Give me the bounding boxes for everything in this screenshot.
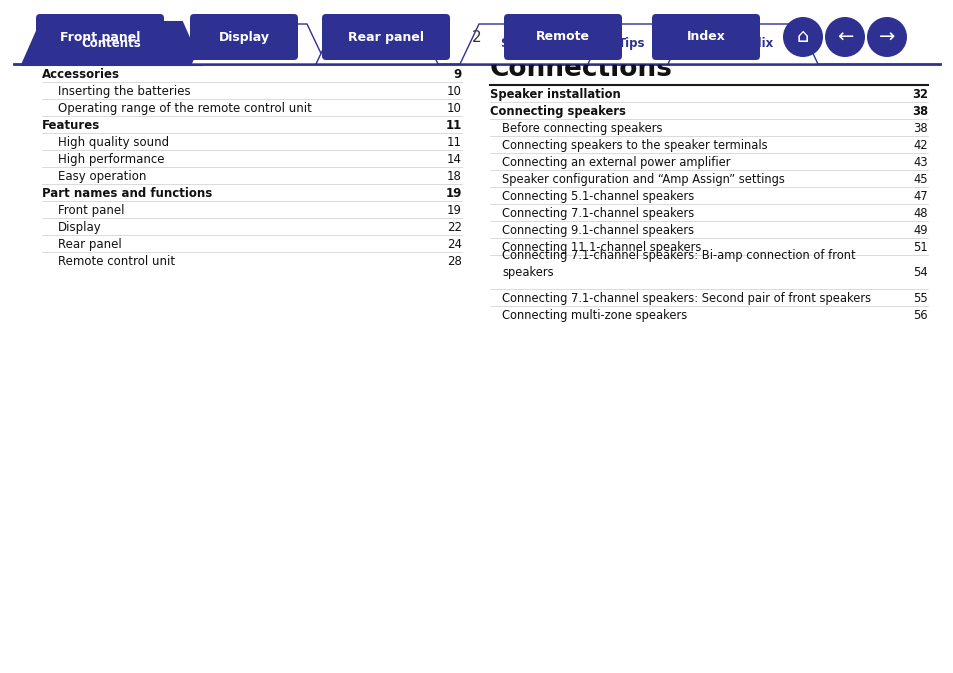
Text: 11: 11 <box>445 119 461 132</box>
Text: Speaker installation: Speaker installation <box>490 88 620 101</box>
Text: 14: 14 <box>447 153 461 166</box>
Text: Accessories: Accessories <box>42 68 120 81</box>
Text: Tips: Tips <box>618 38 644 50</box>
Text: Speaker configuration and “Amp Assign” settings: Speaker configuration and “Amp Assign” s… <box>501 173 784 186</box>
FancyBboxPatch shape <box>503 14 621 60</box>
Text: 19: 19 <box>447 204 461 217</box>
Circle shape <box>866 17 906 57</box>
Text: 22: 22 <box>447 221 461 234</box>
Text: 32: 32 <box>911 88 927 101</box>
Text: 42: 42 <box>912 139 927 152</box>
Text: Connecting 5.1-channel speakers: Connecting 5.1-channel speakers <box>501 190 694 203</box>
Text: Remote: Remote <box>536 30 589 44</box>
Text: Appendix: Appendix <box>711 38 773 50</box>
Text: ⌂: ⌂ <box>796 28 808 46</box>
Text: Rear panel: Rear panel <box>58 238 122 251</box>
Text: 9: 9 <box>454 68 461 81</box>
Text: 38: 38 <box>912 122 927 135</box>
Text: Front panel: Front panel <box>60 30 140 44</box>
Text: 24: 24 <box>447 238 461 251</box>
Text: 47: 47 <box>912 190 927 203</box>
Text: Features: Features <box>42 119 100 132</box>
Text: Connecting 9.1-channel speakers: Connecting 9.1-channel speakers <box>501 224 694 237</box>
Text: Before connecting speakers: Before connecting speakers <box>501 122 661 135</box>
Text: 2: 2 <box>472 30 481 44</box>
Polygon shape <box>22 22 201 65</box>
Text: 18: 18 <box>447 170 461 183</box>
Text: 48: 48 <box>913 207 927 220</box>
Text: Operating range of the remote control unit: Operating range of the remote control un… <box>58 102 312 115</box>
Text: Contents: Contents <box>82 37 141 50</box>
Text: Connecting speakers to the speaker terminals: Connecting speakers to the speaker termi… <box>501 139 767 152</box>
Text: 49: 49 <box>913 224 927 237</box>
FancyBboxPatch shape <box>651 14 760 60</box>
Text: Connecting multi-zone speakers: Connecting multi-zone speakers <box>501 309 686 322</box>
Text: Index: Index <box>686 30 724 44</box>
Text: 19: 19 <box>445 187 461 200</box>
Polygon shape <box>191 24 326 64</box>
Text: 56: 56 <box>912 309 927 322</box>
Text: High quality sound: High quality sound <box>58 136 169 149</box>
Text: Inserting the batteries: Inserting the batteries <box>58 85 191 98</box>
Text: Connecting 7.1-channel speakers: Connecting 7.1-channel speakers <box>501 207 694 220</box>
Text: Remote control unit: Remote control unit <box>58 255 175 268</box>
Text: 55: 55 <box>912 292 927 305</box>
FancyBboxPatch shape <box>190 14 297 60</box>
Text: Rear panel: Rear panel <box>348 30 423 44</box>
Text: Connecting 11.1-channel speakers: Connecting 11.1-channel speakers <box>501 241 700 254</box>
Text: Connecting 7.1-channel speakers: Bi-amp connection of front: Connecting 7.1-channel speakers: Bi-amp … <box>501 249 855 262</box>
Polygon shape <box>459 24 596 64</box>
Text: Connecting 7.1-channel speakers: Second pair of front speakers: Connecting 7.1-channel speakers: Second … <box>501 292 870 305</box>
FancyBboxPatch shape <box>322 14 450 60</box>
Text: ←: ← <box>836 28 852 46</box>
Text: 10: 10 <box>447 85 461 98</box>
Text: High performance: High performance <box>58 153 164 166</box>
Text: Easy operation: Easy operation <box>58 170 146 183</box>
Text: Display: Display <box>218 30 269 44</box>
Text: Display: Display <box>58 221 102 234</box>
Text: Part names and functions: Part names and functions <box>42 187 212 200</box>
Text: 38: 38 <box>911 105 927 118</box>
Text: 10: 10 <box>447 102 461 115</box>
Circle shape <box>782 17 822 57</box>
Text: Front panel: Front panel <box>58 204 125 217</box>
Text: Connecting speakers: Connecting speakers <box>490 105 625 118</box>
Text: 43: 43 <box>912 156 927 169</box>
Text: 11: 11 <box>447 136 461 149</box>
Text: Connections: Connections <box>490 56 672 82</box>
Text: speakers: speakers <box>501 267 553 279</box>
FancyBboxPatch shape <box>36 14 164 60</box>
Polygon shape <box>315 24 437 64</box>
Polygon shape <box>667 24 817 64</box>
Circle shape <box>824 17 864 57</box>
Polygon shape <box>587 24 675 64</box>
Text: 28: 28 <box>447 255 461 268</box>
Text: 45: 45 <box>912 173 927 186</box>
Text: 54: 54 <box>912 267 927 279</box>
Text: 51: 51 <box>912 241 927 254</box>
Text: Connecting an external power amplifier: Connecting an external power amplifier <box>501 156 730 169</box>
Text: Connections: Connections <box>217 38 299 50</box>
Text: Settings: Settings <box>499 38 556 50</box>
Text: Playback: Playback <box>347 38 406 50</box>
Text: →: → <box>878 28 894 46</box>
